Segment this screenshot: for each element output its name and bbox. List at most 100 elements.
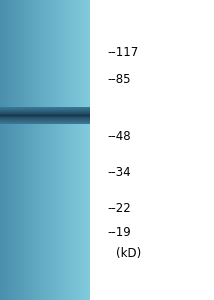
Bar — [13, 0, 14, 300]
Text: --117: --117 — [107, 46, 138, 59]
Bar — [30, 0, 31, 300]
Bar — [41, 0, 42, 300]
Bar — [64, 0, 65, 300]
Bar — [0, 122, 90, 123]
Bar — [7, 0, 8, 300]
Bar — [0, 111, 90, 112]
Bar — [23, 0, 24, 300]
Bar — [76, 0, 77, 300]
Bar — [42, 0, 43, 300]
Bar — [76, 0, 77, 300]
Bar — [52, 0, 54, 300]
Bar — [65, 0, 66, 300]
Bar — [79, 0, 80, 300]
Bar — [66, 0, 67, 300]
Bar — [0, 117, 90, 118]
Bar — [0, 119, 90, 120]
Bar — [59, 0, 60, 300]
Bar — [86, 0, 87, 300]
Bar — [0, 117, 90, 118]
Bar — [10, 0, 12, 300]
Bar — [18, 0, 19, 300]
Bar — [0, 113, 90, 114]
Bar — [6, 0, 7, 300]
Bar — [0, 108, 90, 109]
Bar — [26, 0, 27, 300]
Bar — [87, 0, 88, 300]
Bar — [15, 0, 16, 300]
Text: --19: --19 — [107, 226, 131, 239]
Bar — [45, 0, 46, 300]
Bar — [88, 0, 89, 300]
Bar — [85, 0, 86, 300]
Bar — [0, 108, 90, 109]
Bar — [0, 120, 90, 121]
Bar — [56, 0, 57, 300]
Bar — [0, 122, 90, 123]
Bar — [0, 114, 90, 115]
Text: --34: --34 — [107, 166, 131, 179]
Bar — [0, 123, 90, 124]
Bar — [0, 121, 90, 122]
Bar — [48, 0, 49, 300]
Bar — [49, 0, 51, 300]
Bar — [21, 0, 22, 300]
Bar — [68, 0, 69, 300]
Bar — [70, 0, 71, 300]
Bar — [46, 0, 48, 300]
Bar — [25, 0, 26, 300]
Bar — [0, 112, 90, 113]
Bar — [44, 0, 45, 300]
Bar — [36, 0, 37, 300]
Bar — [4, 0, 5, 300]
Text: (kD): (kD) — [116, 247, 141, 260]
Text: --22: --22 — [107, 202, 131, 215]
Bar — [43, 0, 44, 300]
Bar — [0, 121, 90, 122]
Bar — [58, 0, 59, 300]
Bar — [78, 0, 79, 300]
Bar — [55, 0, 56, 300]
Bar — [16, 0, 18, 300]
Bar — [17, 0, 18, 300]
Bar — [19, 0, 20, 300]
Bar — [0, 119, 90, 120]
Bar — [28, 0, 29, 300]
Bar — [69, 0, 70, 300]
Bar — [55, 0, 56, 300]
Bar — [39, 0, 40, 300]
Bar — [28, 0, 30, 300]
Bar — [0, 119, 90, 120]
Bar — [5, 0, 6, 300]
Bar — [0, 109, 90, 110]
Bar — [75, 0, 76, 300]
Bar — [57, 0, 58, 300]
Bar — [0, 110, 90, 111]
Bar — [20, 0, 21, 300]
Bar — [27, 0, 28, 300]
Bar — [58, 0, 59, 300]
Bar — [0, 122, 90, 123]
Bar — [0, 113, 90, 114]
Bar — [32, 0, 33, 300]
Bar — [73, 0, 74, 300]
Bar — [43, 0, 45, 300]
Bar — [72, 0, 73, 300]
Bar — [11, 0, 12, 300]
Bar — [40, 0, 42, 300]
Bar — [60, 0, 61, 300]
Bar — [51, 0, 52, 300]
Bar — [73, 0, 74, 300]
Bar — [0, 107, 90, 108]
Bar — [31, 0, 32, 300]
Bar — [3, 0, 4, 300]
Bar — [14, 0, 15, 300]
Bar — [9, 0, 10, 300]
Bar — [53, 0, 54, 300]
Bar — [63, 0, 64, 300]
Bar — [0, 113, 90, 114]
Bar — [67, 0, 68, 300]
Bar — [24, 0, 25, 300]
Text: --85: --85 — [107, 73, 131, 86]
Bar — [0, 123, 90, 124]
